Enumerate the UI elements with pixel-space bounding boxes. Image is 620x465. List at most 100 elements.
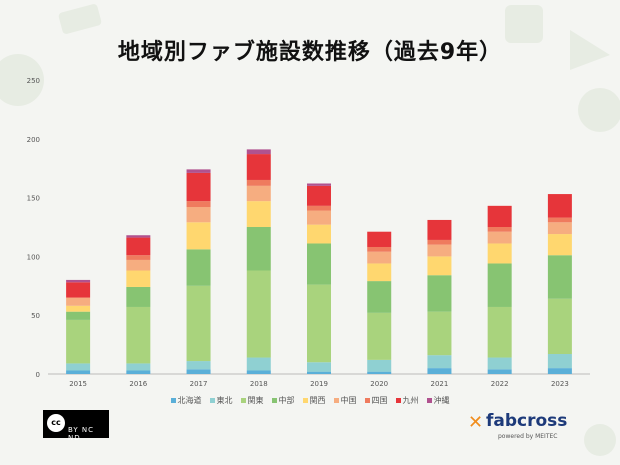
legend-swatch: [364, 398, 370, 403]
legend-swatch: [395, 398, 401, 403]
bar-segment: [126, 286, 151, 307]
x-tick-label: 2015: [69, 380, 87, 388]
bar-segment: [66, 279, 91, 283]
x-tick-label: 2016: [129, 380, 147, 388]
bar-segment: [367, 312, 392, 360]
legend-swatch: [209, 398, 215, 403]
triangle-shape: [570, 30, 610, 70]
bar-segment: [367, 263, 392, 282]
legend-item: 沖縄: [426, 395, 450, 406]
bar-segment: [66, 370, 91, 374]
bar-segment: [246, 227, 271, 271]
bar-segment: [547, 217, 572, 223]
bar-segment: [487, 231, 512, 244]
legend-item: 中部: [271, 395, 295, 406]
legend-label: 関東: [247, 396, 264, 405]
bar-segment: [126, 270, 151, 287]
y-tick-label: 150: [27, 195, 40, 203]
bar-segment: [126, 306, 151, 364]
bar-segment: [487, 369, 512, 374]
x-tick-label: 2021: [431, 380, 449, 388]
bar-segment: [547, 368, 572, 374]
bar-segment: [246, 154, 271, 180]
bar-segment: [487, 263, 512, 307]
x-tick-label: 2019: [310, 380, 328, 388]
bar-segment: [186, 172, 211, 202]
chart-title: 地域別ファブ施設数推移（過去9年）: [117, 40, 503, 65]
bar-segment: [307, 185, 331, 206]
legend-item: 関西: [302, 395, 326, 406]
bar-segment: [367, 281, 392, 313]
bar-segment: [126, 370, 151, 374]
bar-segment: [367, 371, 392, 374]
legend-item: 中国: [333, 395, 357, 406]
bar-segment: [487, 306, 512, 358]
bar-segment: [427, 275, 452, 312]
legend-swatch: [170, 398, 176, 403]
bar-segment: [246, 149, 271, 155]
bar-segment: [367, 246, 392, 252]
bar-segment: [487, 205, 512, 227]
bar-segment: [186, 222, 211, 250]
bar-segment: [186, 207, 211, 223]
bar-segment: [186, 249, 211, 286]
legend-label: 中部: [278, 396, 295, 405]
legend-item: 四国: [364, 395, 388, 406]
y-tick-label: 200: [27, 136, 40, 144]
legend-label: 東北: [216, 396, 233, 405]
bar-segment: [367, 231, 392, 247]
bar-segment: [66, 297, 91, 306]
bar-segment: [307, 183, 331, 186]
chart-legend: 北海道 東北 関東 中部 関西 中国 四国 九州 沖縄: [0, 395, 620, 406]
bar-segment: [186, 169, 211, 173]
bar-segment: [367, 359, 392, 372]
x-tick-label: 2018: [250, 380, 268, 388]
bar-segment: [307, 362, 331, 372]
bar-segment: [427, 239, 452, 245]
bar-segment: [487, 357, 512, 370]
bar-segment: [367, 251, 392, 264]
x-tick-label: 2023: [551, 380, 569, 388]
legend-swatch: [426, 398, 432, 403]
puzzle-icon: [505, 5, 543, 43]
bar-segment: [126, 259, 151, 271]
bar-segment: [66, 282, 91, 298]
y-tick-label: 50: [31, 312, 40, 320]
legend-swatch: [240, 398, 246, 403]
bar-segment: [186, 201, 211, 208]
bar-segment: [246, 185, 271, 202]
puzzle-icon: [58, 4, 102, 34]
x-tick-label: 2022: [491, 380, 509, 388]
legend-item: 北海道: [170, 395, 202, 406]
bar-segment: [126, 363, 151, 371]
brand-name: fabcross: [486, 411, 568, 431]
legend-swatch: [333, 398, 339, 403]
bar-segment: [126, 235, 151, 238]
bar-segment: [307, 371, 331, 374]
bar-segment: [427, 219, 452, 240]
bar-segment: [126, 237, 151, 256]
bar-segment: [547, 255, 572, 299]
legend-item: 東北: [209, 395, 233, 406]
bar-segment: [487, 243, 512, 264]
bar-segment: [186, 285, 211, 362]
y-tick-label: 100: [27, 253, 40, 261]
bar-segment: [66, 363, 91, 371]
x-tick-label: 2017: [190, 380, 208, 388]
bar-segment: [547, 222, 572, 235]
legend-label: 北海道: [177, 396, 202, 405]
legend-swatch: [271, 398, 277, 403]
bar-segment: [307, 205, 331, 211]
bar-segment: [427, 256, 452, 276]
creative-commons-license-badge: cc BY NC ND: [43, 410, 109, 442]
legend-label: 九州: [402, 396, 419, 405]
y-tick-label: 0: [36, 371, 40, 379]
fabcross-logo: ✕ fabcross powered by MEITEC: [468, 410, 568, 442]
legend-swatch: [302, 398, 308, 403]
bar-segment: [246, 270, 271, 358]
bar-segment: [246, 201, 271, 227]
bar-segment: [126, 255, 151, 260]
